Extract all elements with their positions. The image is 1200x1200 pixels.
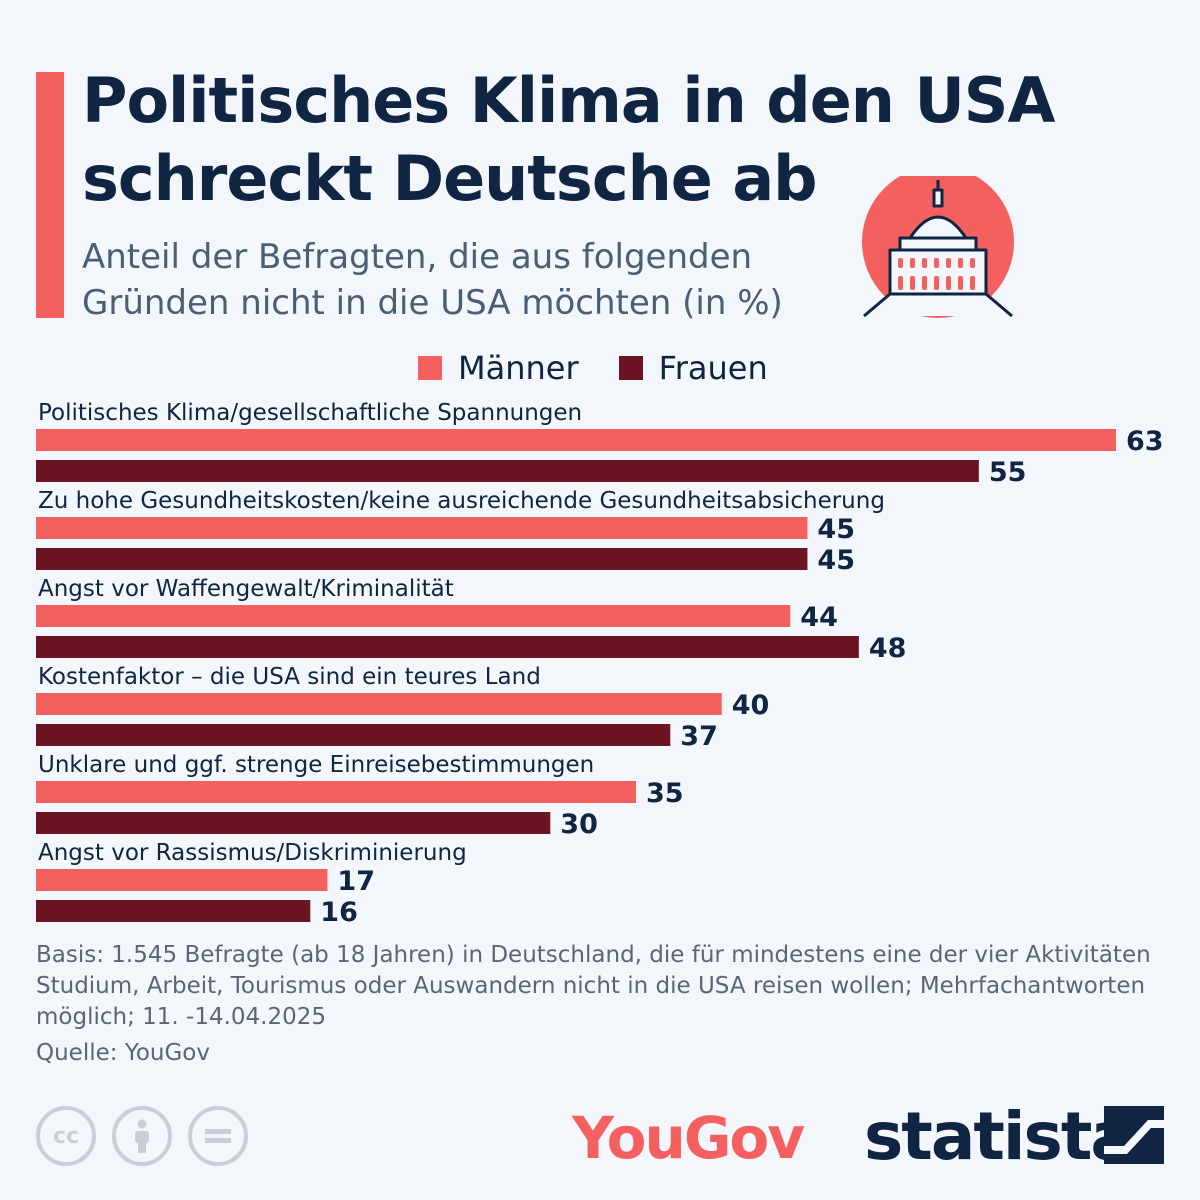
attribution-icon[interactable] (112, 1106, 172, 1166)
bar-maenner (36, 869, 328, 891)
data-label: 45 (817, 545, 855, 576)
accent-bar (36, 72, 64, 318)
data-label: 55 (989, 457, 1027, 488)
data-label: 44 (800, 602, 838, 633)
page-subtitle: Anteil der Befragten, die aus folgenden … (82, 237, 783, 323)
data-label: 30 (560, 809, 598, 840)
data-label: 17 (337, 866, 375, 897)
category-label: Angst vor Rassismus/Diskriminierung (38, 840, 467, 866)
category-label: Politisches Klima/gesellschaftliche Span… (38, 400, 582, 426)
bar-frauen (36, 636, 859, 658)
data-label: 63 (1126, 426, 1164, 457)
footnote: Basis: 1.545 Befragte (ab 18 Jahren) in … (36, 942, 1151, 1030)
chart-legend: Männer Frauen (418, 348, 808, 388)
yougov-logo[interactable]: YouGov (572, 1104, 805, 1172)
bar-frauen (36, 724, 671, 746)
bar-maenner (36, 605, 791, 627)
bar-frauen (36, 548, 808, 570)
statista-mark-icon (1104, 1106, 1164, 1164)
capitol-building-icon (862, 176, 1014, 318)
data-label: 37 (680, 721, 718, 752)
cc-icon[interactable]: cc (36, 1106, 96, 1166)
bar-chart: Politisches Klima/gesellschaftliche Span… (36, 400, 1164, 928)
bar-frauen (36, 900, 311, 922)
bar-maenner (36, 429, 1116, 451)
category-label: Unklare und ggf. strenge Einreisebestimm… (38, 752, 594, 778)
bar-frauen (36, 460, 979, 482)
category-label: Angst vor Waffengewalt/Kriminalität (38, 576, 454, 602)
legend-item-maenner: Männer (418, 349, 579, 387)
legend-label-frauen: Frauen (658, 349, 768, 387)
data-label: 16 (320, 897, 358, 928)
page-title: Politisches Klima in den USA schreckt De… (82, 64, 1055, 215)
statista-logo[interactable]: statista (864, 1098, 1135, 1175)
license-icons: cc (36, 1106, 264, 1166)
bar-maenner (36, 693, 722, 715)
data-label: 35 (646, 778, 684, 809)
legend-label-maenner: Männer (458, 349, 579, 387)
no-derivatives-icon[interactable] (188, 1106, 248, 1166)
bar-maenner (36, 781, 636, 803)
source-note: Quelle: YouGov (36, 1040, 210, 1066)
data-label: 48 (869, 633, 907, 664)
legend-item-frauen: Frauen (618, 349, 768, 387)
category-label: Zu hohe Gesundheitskosten/keine ausreich… (38, 488, 885, 514)
bar-maenner (36, 517, 808, 539)
data-label: 40 (732, 690, 770, 721)
legend-swatch-maenner (418, 356, 442, 380)
bar-frauen (36, 812, 551, 834)
category-label: Kostenfaktor – die USA sind ein teures L… (38, 664, 541, 690)
legend-swatch-frauen (618, 356, 643, 380)
data-label: 45 (817, 514, 855, 545)
